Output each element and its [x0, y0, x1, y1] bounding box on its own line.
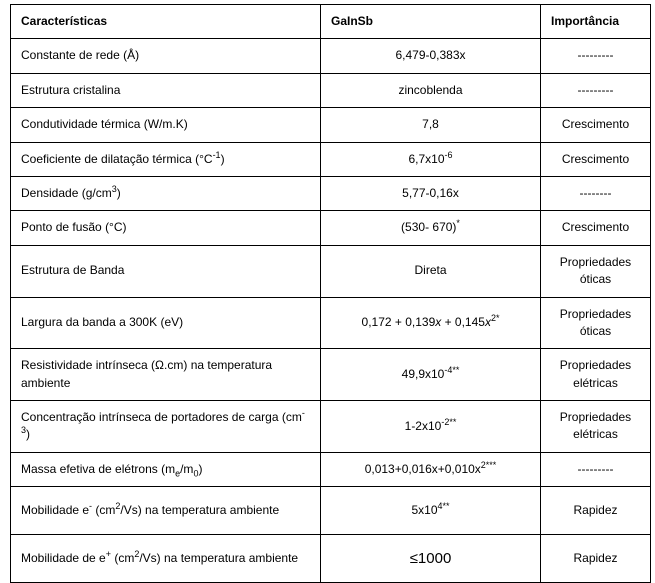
text: /Vs) na temperatura ambiente — [120, 503, 279, 517]
cell-caracteristica: Constante de rede (Å) — [11, 39, 321, 73]
cell-caracteristica: Massa efetiva de elétrons (me/m0) — [11, 452, 321, 486]
superscript: * — [456, 218, 460, 228]
text: 1-2x10 — [405, 419, 442, 433]
table-row: Estrutura cristalina zincoblenda -------… — [11, 73, 651, 107]
cell-importancia: --------- — [541, 452, 651, 486]
cell-caracteristica: Estrutura cristalina — [11, 73, 321, 107]
text: 5x10 — [411, 503, 437, 517]
header-caracteristicas: Características — [11, 5, 321, 39]
table-row: Largura da banda a 300K (eV) 0,172 + 0,1… — [11, 297, 651, 349]
text: Mobilidade de e — [21, 551, 106, 565]
cell-value: 7,8 — [321, 108, 541, 142]
text: (cm — [111, 551, 134, 565]
cell-value: 0,172 + 0,139x + 0,145x2* — [321, 297, 541, 349]
text: ) — [26, 427, 30, 441]
cell-value: 5x104** — [321, 487, 541, 535]
table-row: Coeficiente de dilatação térmica (°C-1) … — [11, 142, 651, 176]
cell-importancia: Propriedades óticas — [541, 297, 651, 349]
cell-importancia: Rapidez — [541, 535, 651, 583]
superscript: -2** — [441, 417, 456, 427]
superscript: 2*** — [481, 460, 497, 470]
header-gainsb: GaInSb — [321, 5, 541, 39]
cell-caracteristica: Condutividade térmica (W/m.K) — [11, 108, 321, 142]
cell-value: (530- 670)* — [321, 211, 541, 245]
cell-importancia: Crescimento — [541, 211, 651, 245]
table-row: Resistividade intrínseca (Ω.cm) na tempe… — [11, 349, 651, 401]
properties-table: Características GaInSb Importância Const… — [10, 4, 651, 583]
cell-value: 6,7x10-6 — [321, 142, 541, 176]
cell-caracteristica: Coeficiente de dilatação térmica (°C-1) — [11, 142, 321, 176]
text: Coeficiente de dilatação térmica (°C — [21, 152, 213, 166]
superscript: 4** — [438, 501, 450, 511]
text: 6,7x10 — [408, 152, 444, 166]
superscript: -6 — [445, 150, 453, 160]
superscript: -1 — [213, 150, 221, 160]
text: 0,172 + 0,139 — [362, 315, 436, 329]
table-row: Constante de rede (Å) 6,479-0,383x -----… — [11, 39, 651, 73]
superscript: -4** — [444, 365, 459, 375]
cell-importancia: --------- — [541, 39, 651, 73]
cell-importancia: Propriedades óticas — [541, 245, 651, 297]
cell-caracteristica: Ponto de fusão (°C) — [11, 211, 321, 245]
superscript: 2* — [491, 313, 500, 323]
text: (cm — [92, 503, 115, 517]
cell-value: Direta — [321, 245, 541, 297]
text: /Vs) na temperatura ambiente — [139, 551, 298, 565]
text: (530- 670) — [401, 220, 456, 234]
cell-caracteristica: Mobilidade e- (cm2/Vs) na temperatura am… — [11, 487, 321, 535]
table-row: Condutividade térmica (W/m.K) 7,8 Cresci… — [11, 108, 651, 142]
cell-importancia: Rapidez — [541, 487, 651, 535]
text: Mobilidade e — [21, 503, 89, 517]
text: Densidade (g/cm — [21, 186, 112, 200]
cell-value: 6,479-0,383x — [321, 39, 541, 73]
cell-value: ≤1000 — [321, 535, 541, 583]
cell-caracteristica: Estrutura de Banda — [11, 245, 321, 297]
table-row: Estrutura de Banda Direta Propriedades ó… — [11, 245, 651, 297]
table-row: Mobilidade e- (cm2/Vs) na temperatura am… — [11, 487, 651, 535]
text: /m — [180, 462, 193, 476]
cell-importancia: --------- — [541, 73, 651, 107]
cell-importancia: -------- — [541, 176, 651, 210]
cell-caracteristica: Densidade (g/cm3) — [11, 176, 321, 210]
cell-importancia: Propriedades elétricas — [541, 401, 651, 453]
cell-caracteristica: Mobilidade de e+ (cm2/Vs) na temperatura… — [11, 535, 321, 583]
cell-importancia: Crescimento — [541, 108, 651, 142]
table-row: Concentração intrínseca de portadores de… — [11, 401, 651, 453]
text: 0,013+0,016x+0,010x — [365, 462, 481, 476]
text: ) — [117, 186, 121, 200]
table-container: Características GaInSb Importância Const… — [0, 0, 655, 536]
table-row: Mobilidade de e+ (cm2/Vs) na temperatura… — [11, 535, 651, 583]
cell-caracteristica: Largura da banda a 300K (eV) — [11, 297, 321, 349]
cell-importancia: Propriedades elétricas — [541, 349, 651, 401]
table-row: Ponto de fusão (°C) (530- 670)* Crescime… — [11, 211, 651, 245]
text: Massa efetiva de elétrons (m — [21, 462, 175, 476]
text: ) — [221, 152, 225, 166]
cell-value: 49,9x10-4** — [321, 349, 541, 401]
text: + 0,145 — [441, 315, 485, 329]
table-row: Densidade (g/cm3) 5,77-0,16x -------- — [11, 176, 651, 210]
cell-value: 0,013+0,016x+0,010x2*** — [321, 452, 541, 486]
cell-value: 5,77-0,16x — [321, 176, 541, 210]
cell-caracteristica: Concentração intrínseca de portadores de… — [11, 401, 321, 453]
text: ) — [198, 462, 202, 476]
header-importancia: Importância — [541, 5, 651, 39]
cell-value: 1-2x10-2** — [321, 401, 541, 453]
text: Concentração intrínseca de portadores de… — [21, 410, 302, 424]
text: 49,9x10 — [402, 367, 445, 381]
cell-caracteristica: Resistividade intrínseca (Ω.cm) na tempe… — [11, 349, 321, 401]
cell-importancia: Crescimento — [541, 142, 651, 176]
table-row: Massa efetiva de elétrons (me/m0) 0,013+… — [11, 452, 651, 486]
table-header-row: Características GaInSb Importância — [11, 5, 651, 39]
cell-value: zincoblenda — [321, 73, 541, 107]
